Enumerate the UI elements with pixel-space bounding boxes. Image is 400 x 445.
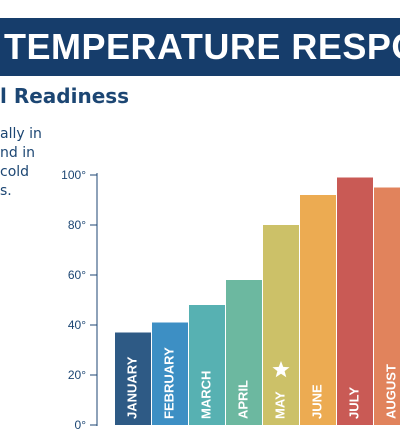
y-tick-label: 40°: [68, 318, 86, 332]
bar-may: [263, 225, 299, 425]
bar-february: [152, 322, 188, 425]
category-label: JANUARY: [124, 356, 139, 419]
category-label: MARCH: [198, 371, 213, 419]
y-tick-label: 80°: [68, 218, 86, 232]
y-tick-label: 0°: [75, 418, 87, 432]
body-text: ally in nd in cold s.: [0, 125, 42, 201]
category-label: APRIL: [235, 380, 250, 419]
category-label: JUNE: [309, 384, 324, 419]
bar-june: [300, 195, 336, 425]
page-title: TEMPERATURE RESPO: [4, 26, 400, 67]
bar-april: [226, 280, 262, 425]
y-tick-label: 100°: [61, 168, 86, 182]
bar-january: [115, 332, 151, 425]
section-subtitle: l Readiness: [0, 84, 130, 108]
bar-august: [374, 187, 400, 425]
category-label: FEBRUARY: [161, 347, 176, 419]
body-line: cold: [0, 164, 30, 180]
y-tick-label: 60°: [68, 268, 86, 282]
category-label: MAY: [272, 391, 287, 419]
category-label: JULY: [346, 387, 361, 419]
bar-july: [337, 177, 373, 425]
body-line: s.: [0, 183, 12, 199]
body-line: ally in: [0, 126, 42, 142]
category-label: AUGUST: [383, 364, 398, 419]
body-line: nd in: [0, 145, 35, 161]
title-banner: TEMPERATURE RESPO: [0, 18, 400, 76]
star-icon: [272, 361, 290, 378]
y-tick-label: 20°: [68, 368, 86, 382]
bar-march: [189, 305, 225, 425]
